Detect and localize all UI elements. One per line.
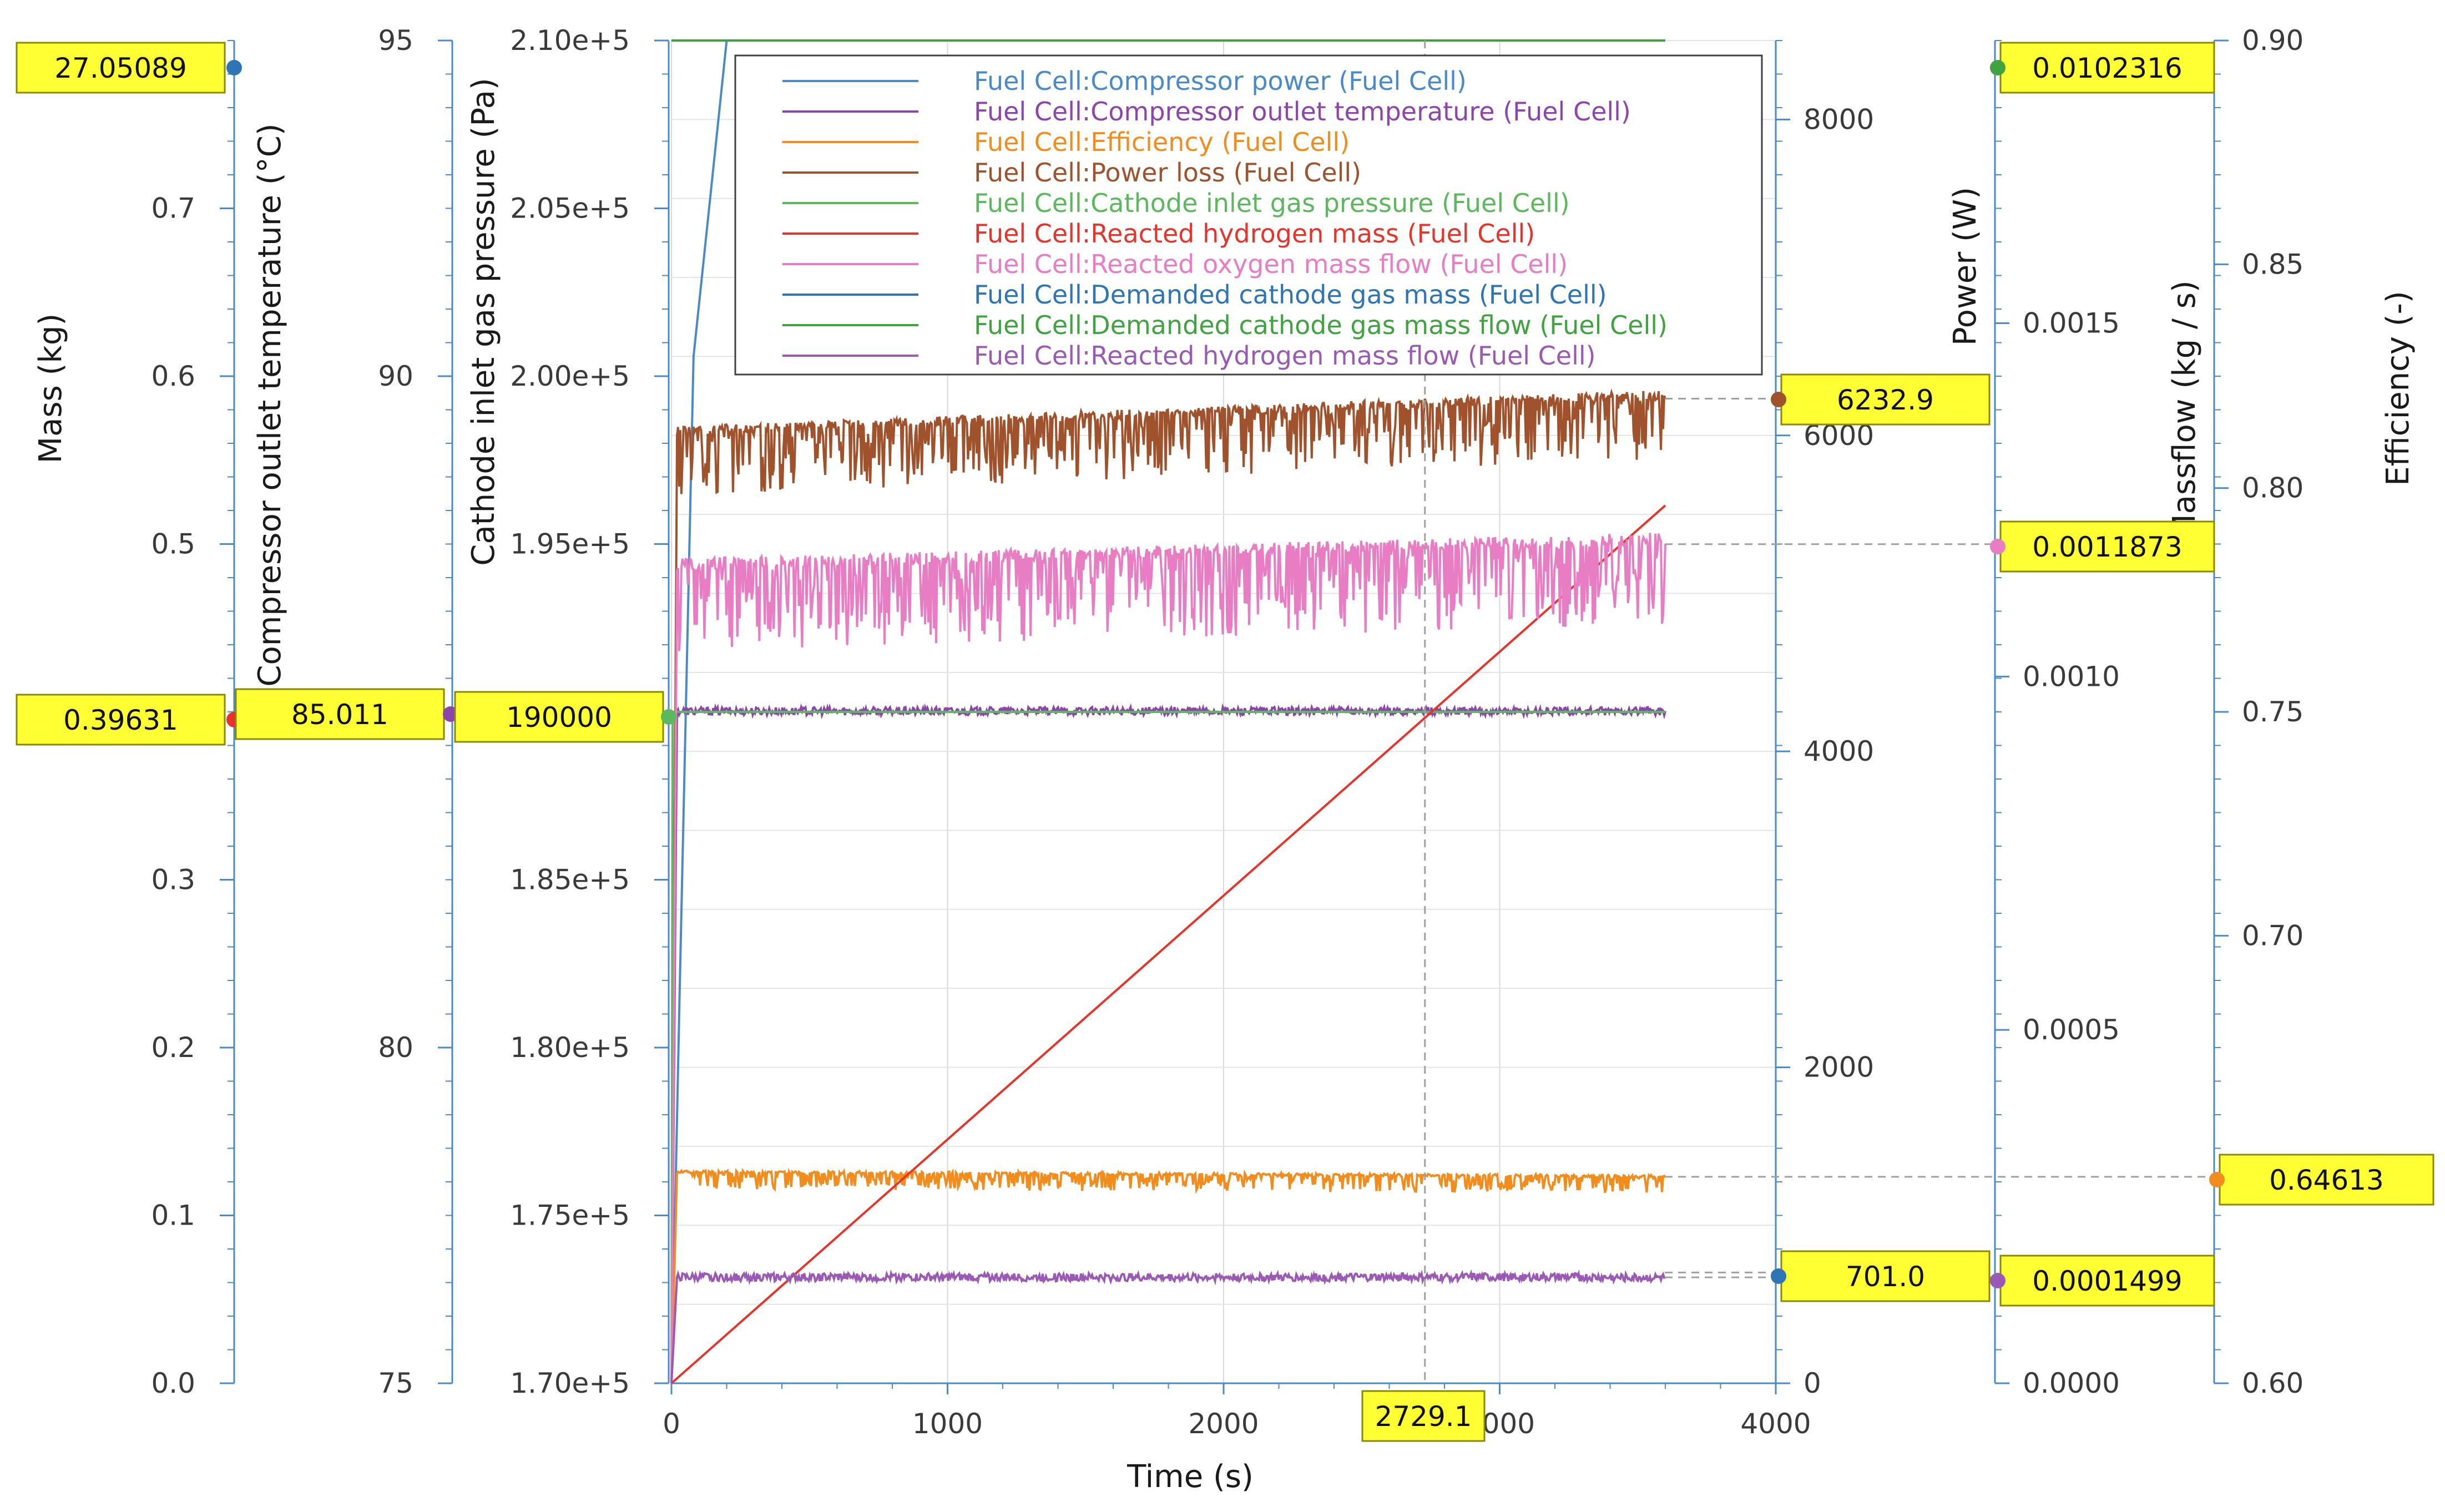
power-low-tag-box bbox=[1780, 1250, 1991, 1302]
massflow-oxygen-tag-marker bbox=[1990, 539, 2005, 554]
massflow-h2-tag-marker bbox=[1990, 1273, 2005, 1288]
legend-entry: Fuel Cell:Compressor outlet temperature … bbox=[974, 97, 1631, 127]
massflow-tick-label: 0.0000 bbox=[2023, 1367, 2120, 1399]
x-tick-label: 4000 bbox=[1740, 1408, 1811, 1440]
temp-tick-label: 80 bbox=[378, 1031, 413, 1064]
efficiency-tag-box bbox=[2219, 1154, 2434, 1206]
power-low-tag: 701.0 bbox=[1846, 1261, 1925, 1293]
time-cursor-tag-box bbox=[1361, 1390, 1486, 1442]
mass-tick-label: 0.3 bbox=[151, 864, 195, 896]
temp-tick-label: 75 bbox=[378, 1367, 413, 1399]
series-line bbox=[670, 1167, 1666, 1384]
mass-cursor-tag-box bbox=[16, 694, 226, 746]
press-tick-label: 1.85e+5 bbox=[510, 864, 630, 896]
x-tick-label: 2000 bbox=[1188, 1408, 1259, 1440]
press-cursor-tag: 190000 bbox=[506, 701, 612, 734]
temp-cursor-tag-box bbox=[235, 688, 445, 740]
massflow-top-tag-marker bbox=[1990, 60, 2005, 75]
time-cursor-tag: 2729.1 bbox=[1375, 1400, 1472, 1433]
series-line bbox=[670, 388, 1666, 1384]
massflow-axis-title: Massflow (kg / s) bbox=[2166, 280, 2202, 540]
legend-entry: Fuel Cell:Demanded cathode gas mass (Fue… bbox=[974, 280, 1607, 310]
legend-box bbox=[734, 54, 1763, 376]
legend-entry: Fuel Cell:Power loss (Fuel Cell) bbox=[974, 158, 1361, 188]
mass-tick-label: 0.7 bbox=[151, 193, 195, 225]
temp-cursor-tag: 85.011 bbox=[291, 699, 388, 731]
mass-top-tag-marker bbox=[226, 60, 242, 75]
massflow-tick-label: 0.0010 bbox=[2023, 660, 2120, 692]
mass-tick-label: 0.0 bbox=[151, 1367, 195, 1399]
temp-axis-title: Compressor outlet temperature (°C) bbox=[252, 123, 288, 686]
press-tick-label: 1.95e+5 bbox=[510, 528, 630, 560]
mass-tick-label: 0.5 bbox=[151, 528, 195, 560]
series-line bbox=[670, 504, 1666, 1384]
efficiency-tag: 0.64613 bbox=[2269, 1164, 2384, 1196]
series-line bbox=[670, 533, 1666, 1384]
power-loss-tag-box bbox=[1780, 373, 1991, 426]
eff-axis-title: Efficiency (-) bbox=[2380, 291, 2416, 486]
x-tick-label: 0 bbox=[663, 1408, 680, 1440]
eff-tick-label: 0.75 bbox=[2242, 696, 2303, 728]
press-tick-label: 1.75e+5 bbox=[510, 1200, 630, 1232]
x-axis-title: Time (s) bbox=[1126, 1459, 1254, 1495]
press-tick-label: 1.70e+5 bbox=[510, 1367, 630, 1399]
massflow-h2-tag: 0.0001499 bbox=[2032, 1265, 2182, 1297]
press-axis-title: Cathode inlet gas pressure (Pa) bbox=[466, 78, 502, 566]
press-tick-label: 1.80e+5 bbox=[510, 1031, 630, 1064]
power-tick-label: 8000 bbox=[1804, 103, 1874, 135]
legend-entry: Fuel Cell:Reacted hydrogen mass flow (Fu… bbox=[974, 341, 1596, 371]
efficiency-tag-marker bbox=[2209, 1172, 2225, 1187]
legend-entry: Fuel Cell:Reacted hydrogen mass (Fuel Ce… bbox=[974, 219, 1535, 249]
power-low-tag-marker bbox=[1771, 1268, 1786, 1284]
press-tick-label: 2.05e+5 bbox=[510, 193, 630, 225]
series-line bbox=[670, 1269, 1666, 1384]
massflow-tick-label: 0.0005 bbox=[2023, 1014, 2120, 1046]
power-tick-label: 0 bbox=[1804, 1367, 1821, 1399]
power-loss-tag: 6232.9 bbox=[1837, 384, 1934, 416]
legend-entry: Fuel Cell:Efficiency (Fuel Cell) bbox=[974, 127, 1350, 157]
mass-cursor-tag: 0.39631 bbox=[63, 704, 178, 736]
press-tick-label: 2.00e+5 bbox=[510, 360, 630, 392]
massflow-oxygen-tag: 0.0011873 bbox=[2032, 531, 2182, 563]
legend-entry: Fuel Cell:Compressor power (Fuel Cell) bbox=[974, 66, 1467, 96]
mass-tick-label: 0.6 bbox=[151, 360, 195, 392]
massflow-tick-label: 0.0015 bbox=[2023, 307, 2120, 339]
power-tick-label: 4000 bbox=[1804, 735, 1874, 767]
legend-entry: Fuel Cell:Reacted oxygen mass flow (Fuel… bbox=[974, 249, 1568, 279]
press-tick-label: 2.10e+5 bbox=[510, 24, 630, 57]
power-loss-tag-marker bbox=[1771, 392, 1786, 407]
legend-entry: Fuel Cell:Demanded cathode gas mass flow… bbox=[974, 310, 1668, 340]
mass-top-tag-box bbox=[16, 42, 226, 94]
mass-tick-label: 0.2 bbox=[151, 1031, 195, 1064]
power-axis-title: Power (W) bbox=[1947, 187, 1983, 346]
temp-tick-label: 95 bbox=[378, 24, 413, 57]
mass-axis-title: Mass (kg) bbox=[33, 313, 69, 463]
press-cursor-tag-box bbox=[454, 691, 664, 743]
mass-top-tag: 27.05089 bbox=[54, 52, 187, 84]
eff-tick-label: 0.85 bbox=[2242, 248, 2303, 280]
series-line bbox=[670, 703, 1666, 1384]
massflow-h2-tag-box bbox=[1999, 1255, 2215, 1307]
mass-tick-label: 0.1 bbox=[151, 1200, 195, 1232]
eff-tick-label: 0.90 bbox=[2242, 24, 2303, 57]
massflow-top-tag-box bbox=[1999, 42, 2215, 94]
massflow-top-tag: 0.0102316 bbox=[2032, 52, 2182, 84]
temp-tick-label: 90 bbox=[378, 360, 413, 392]
power-tick-label: 2000 bbox=[1804, 1051, 1874, 1084]
legend-entry: Fuel Cell:Cathode inlet gas pressure (Fu… bbox=[974, 188, 1570, 218]
eff-tick-label: 0.80 bbox=[2242, 472, 2303, 504]
eff-tick-label: 0.60 bbox=[2242, 1367, 2303, 1399]
eff-tick-label: 0.70 bbox=[2242, 919, 2303, 952]
press-cursor-tag-marker bbox=[661, 709, 676, 725]
x-tick-label: 1000 bbox=[912, 1408, 983, 1440]
